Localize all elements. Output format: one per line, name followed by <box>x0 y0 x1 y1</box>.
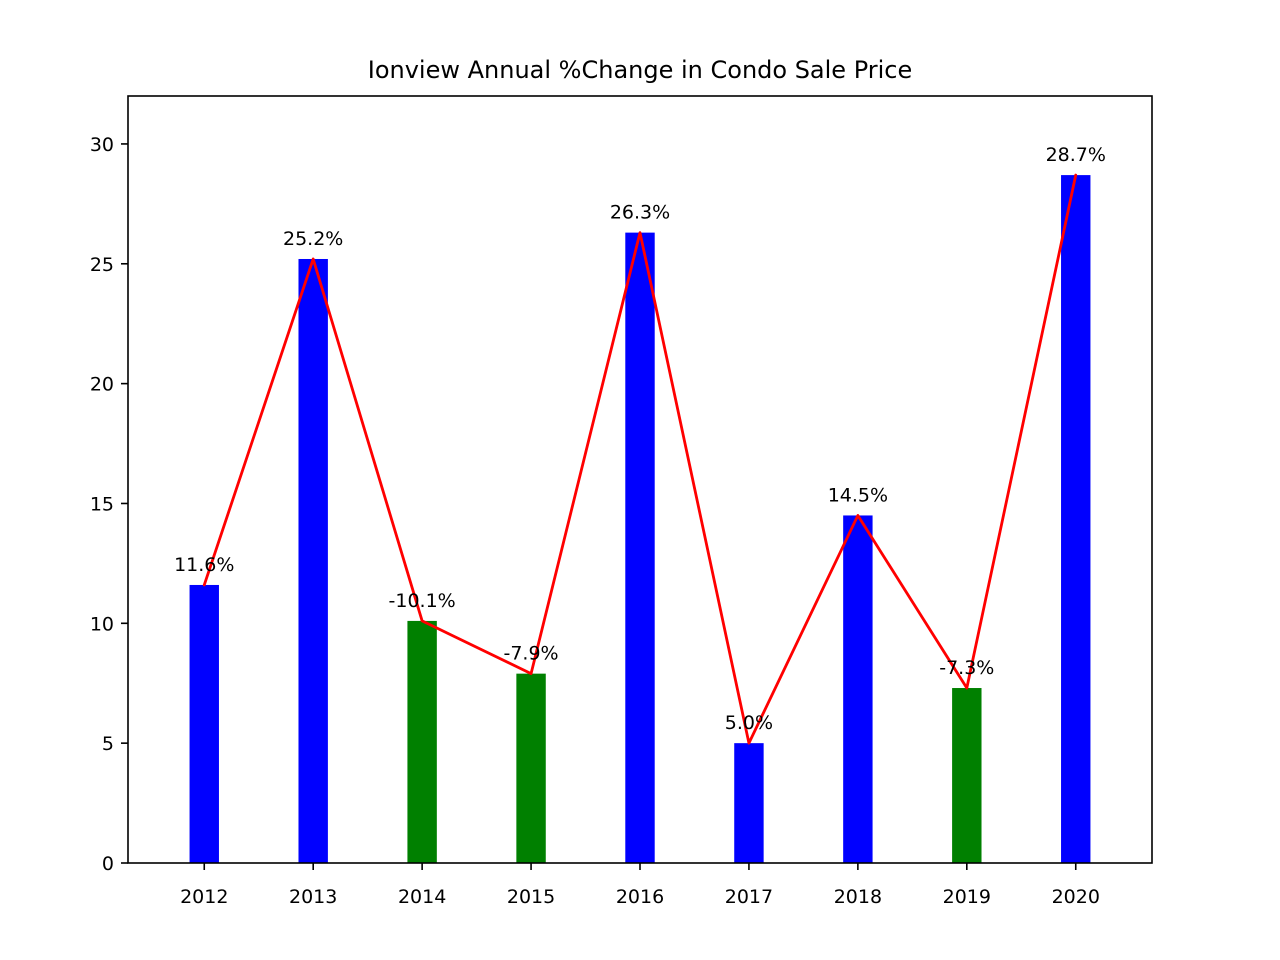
x-tick-label-2014: 2014 <box>398 886 446 908</box>
bar-2017 <box>734 743 764 863</box>
y-tick-label: 15 <box>90 493 114 515</box>
x-tick-label-2013: 2013 <box>289 886 337 908</box>
y-axis: 0 5 10 15 20 25 30 <box>90 134 128 875</box>
y-tick-label: 10 <box>90 613 114 635</box>
bar-2020 <box>1061 175 1091 864</box>
data-label-2014: -10.1% <box>389 590 456 612</box>
bar-2013 <box>298 258 328 863</box>
y-tick-label: 0 <box>102 853 114 875</box>
bar-2014 <box>407 620 437 863</box>
x-tick-label-2016: 2016 <box>616 886 664 908</box>
data-label-2020: 28.7% <box>1046 144 1106 166</box>
data-label-2018: 14.5% <box>828 484 888 506</box>
data-label-2013: 25.2% <box>283 228 343 250</box>
bar-2018 <box>843 515 873 863</box>
bar-2016 <box>625 232 655 863</box>
x-tick-label-2015: 2015 <box>507 886 555 908</box>
x-axis: 2012 2013 2014 2015 2016 2017 2018 2019 2020 <box>180 863 1100 908</box>
x-tick-label-2017: 2017 <box>725 886 773 908</box>
chart-title: Ionview Annual %Change in Condo Sale Pri… <box>368 56 913 84</box>
y-tick-label: 25 <box>90 254 114 276</box>
y-tick-label: 30 <box>90 134 114 156</box>
data-label-2017: 5.0% <box>725 712 773 734</box>
bars <box>189 175 1091 864</box>
x-tick-label-2019: 2019 <box>943 886 991 908</box>
bar-2012 <box>189 584 219 863</box>
data-label-2016: 26.3% <box>610 202 670 224</box>
x-tick-label-2020: 2020 <box>1052 886 1100 908</box>
bar-2019 <box>952 688 982 863</box>
bar-2015 <box>516 673 546 863</box>
trend-line <box>202 173 1078 745</box>
data-label-2012: 11.6% <box>174 554 234 576</box>
y-tick-label: 20 <box>90 374 114 396</box>
data-label-2015: -7.9% <box>503 643 558 665</box>
data-label-2019: -7.3% <box>939 657 994 679</box>
data-labels: 11.6% 25.2% -10.1% -7.9% 26.3% 5.0% 14.5% -7.3%… <box>174 144 1106 734</box>
y-tick-label: 5 <box>102 733 114 755</box>
x-tick-label-2018: 2018 <box>834 886 882 908</box>
x-tick-label-2012: 2012 <box>180 886 228 908</box>
trend-line-layer <box>202 173 1078 745</box>
